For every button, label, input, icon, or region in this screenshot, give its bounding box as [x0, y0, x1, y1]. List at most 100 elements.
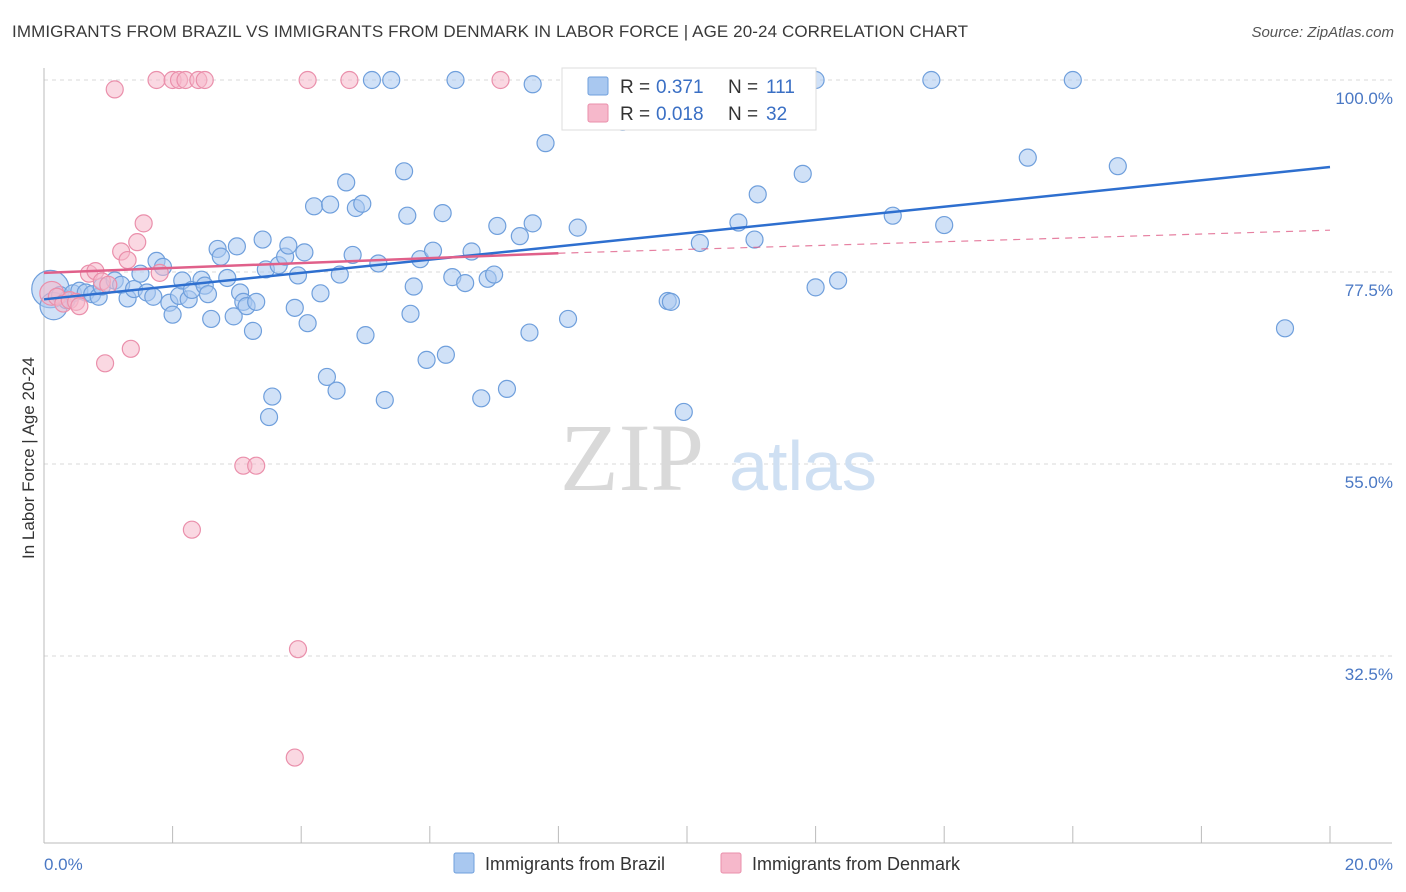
brazil-point [295, 243, 314, 262]
legend-r-label-brazil: R = [620, 77, 650, 98]
brazil-point [674, 402, 693, 422]
brazil-point [398, 206, 417, 225]
brazil-point [446, 70, 465, 90]
brazil-point [285, 298, 304, 317]
denmark-point [150, 263, 169, 282]
brazil-point [793, 164, 812, 183]
brazil-point [327, 381, 346, 400]
watermark-atlas: atlas [729, 427, 877, 505]
brazil-point [163, 305, 182, 324]
brazil-point [1063, 70, 1082, 90]
brazil-point [745, 230, 764, 249]
brazil-point [690, 233, 709, 253]
denmark-point [298, 70, 317, 90]
brazil-point [394, 162, 414, 181]
brazil-point [243, 321, 263, 340]
brazil-point [1018, 148, 1037, 167]
denmark-point [288, 640, 308, 659]
denmark-point [285, 748, 304, 767]
brazil-point [202, 309, 221, 329]
legend-r-value-denmark: 0.018 [656, 104, 704, 125]
brazil-point [456, 273, 475, 293]
brazil-point [661, 292, 681, 311]
denmark-point [121, 339, 140, 358]
grid-lines [44, 79, 1392, 657]
brazil-point [829, 271, 848, 290]
denmark-point [491, 70, 510, 90]
legend-swatch-denmark [587, 103, 609, 123]
brazil-point [218, 268, 237, 288]
y-tick-label: 55.0% [1345, 473, 1393, 492]
brazil-point [536, 134, 555, 153]
brazil-point [922, 70, 941, 90]
bottom-legend-label-brazil: Immigrants from Brazil [485, 854, 665, 874]
legend-n-label-denmark: N = [728, 104, 758, 125]
brazil-point [510, 227, 529, 246]
brazil-point [253, 230, 272, 249]
brazil-point [485, 265, 504, 284]
denmark-point [195, 70, 214, 90]
denmark-point [99, 275, 118, 294]
brazil-point [144, 287, 163, 306]
legend-r-label-denmark: R = [620, 104, 650, 125]
brazil-point [417, 350, 436, 369]
watermark: ZIP atlas [560, 404, 877, 511]
brazil-point [227, 237, 246, 256]
y-tick-label: 77.5% [1345, 281, 1393, 300]
brazil-point [401, 304, 420, 323]
chart-title: IMMIGRANTS FROM BRAZIL VS IMMIGRANTS FRO… [12, 22, 969, 41]
legend-r-value-brazil: 0.371 [656, 77, 704, 98]
denmark-point [340, 70, 359, 90]
y-tick-label: 100.0% [1335, 89, 1393, 108]
denmark-point [128, 233, 147, 252]
brazil-point [304, 197, 324, 216]
brazil-point [211, 247, 230, 266]
brazil-point [488, 216, 507, 236]
x-tick-label-min: 0.0% [44, 855, 83, 874]
brazil-point [1108, 157, 1127, 176]
brazil-point [520, 323, 539, 342]
brazil-point [224, 307, 243, 326]
brazil-point [523, 75, 542, 94]
brazil-point [247, 292, 266, 311]
brazil-point [353, 194, 372, 213]
denmark-point [70, 297, 89, 316]
brazil-point [382, 70, 401, 90]
brazil-point [935, 215, 954, 235]
source-label: Source: ZipAtlas.com [1251, 24, 1394, 41]
y-tick-label: 32.5% [1345, 665, 1393, 684]
brazil-point [375, 390, 394, 410]
legend-n-value-denmark: 32 [766, 104, 787, 125]
trend-line-brazil [43, 165, 1331, 301]
denmark-point [247, 456, 266, 475]
axes [43, 68, 1392, 844]
bottom-legend-swatch-denmark [720, 852, 742, 874]
brazil-point [404, 277, 423, 296]
bottom-legend: Immigrants from Brazil Immigrants from D… [453, 852, 961, 874]
brazil-point [497, 379, 517, 399]
brazil-point [558, 309, 578, 329]
legend-n-label-brazil: N = [728, 77, 758, 98]
denmark-point [134, 214, 153, 233]
denmark-point [147, 70, 166, 90]
brazil-point [356, 326, 375, 345]
x-tick-label-max: 20.0% [1345, 855, 1393, 874]
trend-line-denmark [43, 251, 559, 275]
brazil-point [263, 387, 282, 406]
brazil-point [198, 285, 218, 304]
brazil-point [748, 185, 767, 204]
brazil-point [321, 195, 340, 214]
trend-line-denmark-extension [558, 229, 1331, 254]
brazil-point [288, 266, 308, 285]
legend-swatch-brazil [587, 76, 609, 96]
legend-n-value-brazil: 111 [766, 77, 795, 98]
legend-box: R = 0.371 N = 111 R = 0.018 N = 32 [561, 67, 817, 131]
tick-labels: 100.0% 77.5% 55.0% 32.5% 0.0% 20.0% [44, 89, 1393, 874]
brazil-point [806, 278, 825, 297]
brazil-point [337, 173, 356, 192]
denmark-point [105, 80, 124, 99]
brazil-point [279, 236, 298, 255]
brazil-point [883, 206, 902, 225]
brazil-point [259, 407, 279, 427]
brazil-point [568, 218, 587, 237]
